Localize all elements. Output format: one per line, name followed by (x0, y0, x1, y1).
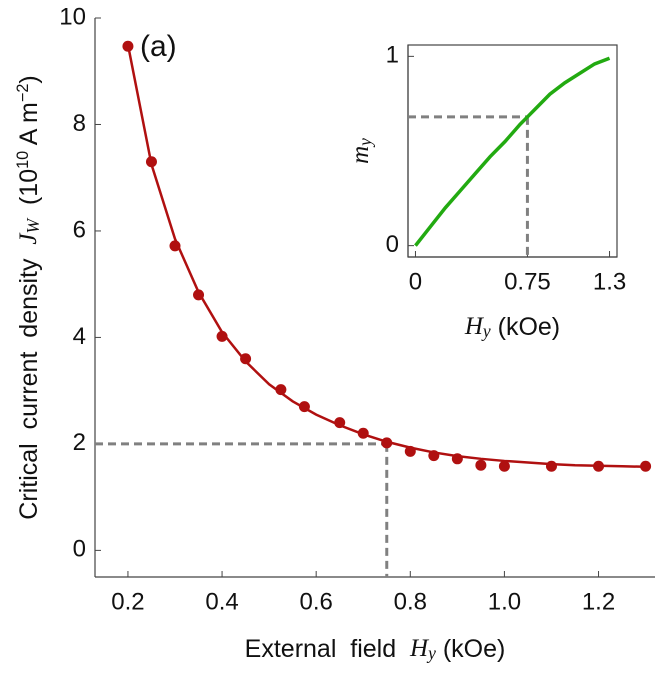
data-point (428, 450, 440, 462)
reference-line (408, 115, 529, 257)
data-point (122, 40, 134, 52)
inset-background (408, 45, 617, 257)
x-tick-label: 0.8 (394, 589, 427, 616)
label-part: H (409, 635, 430, 662)
y-tick-label: 10 (59, 3, 86, 30)
label-part: W (23, 217, 43, 233)
reference-line (95, 442, 389, 577)
x-axis-label: External field Hy (kOe) (245, 635, 506, 664)
y-axis-label: Critical current density JW (1010 A m−2) (14, 75, 44, 519)
curve (414, 56, 611, 247)
data-point (240, 353, 252, 365)
data-point (145, 156, 157, 168)
label-part: J (15, 232, 42, 245)
y-tick-label: 2 (73, 429, 86, 456)
data-point (216, 330, 228, 342)
y-tick-label: 0 (386, 231, 399, 258)
label-part: y (355, 138, 375, 148)
data-point (298, 401, 310, 413)
label-part: y (481, 321, 491, 341)
x-tick-label: 0.4 (205, 589, 238, 616)
data-point (275, 384, 287, 396)
data-point (640, 460, 652, 472)
data-point (475, 459, 487, 471)
y-axis-label: my (347, 138, 376, 164)
data-point (334, 417, 346, 429)
label-part: −2 (14, 84, 32, 103)
label-part: A m (15, 102, 43, 151)
label-part: H (464, 313, 485, 340)
data-point (193, 289, 205, 301)
label-part: (kOe) (491, 313, 560, 341)
y-tick-label: 6 (73, 216, 86, 243)
data-point (593, 460, 605, 472)
y-tick-label: 4 (73, 323, 86, 350)
label-part: 10 (14, 151, 32, 169)
x-tick-label: 0.2 (111, 589, 144, 616)
label-part: ) (15, 75, 43, 83)
y-tick-label: 1 (386, 42, 399, 69)
x-tick-label: 0.75 (504, 269, 551, 296)
label-part: External field (245, 635, 410, 663)
data-point (169, 240, 181, 252)
data-point (404, 445, 416, 457)
x-axis-label: Hy (kOe) (464, 313, 560, 342)
x-tick-label: 0.6 (299, 589, 332, 616)
panel-label: (a) (140, 30, 177, 63)
x-tick-label: 1.3 (593, 269, 626, 296)
data-point (381, 437, 393, 449)
label-part: (kOe) (436, 635, 505, 663)
y-tick-label: 0 (73, 536, 86, 563)
label-part: y (426, 643, 436, 663)
y-tick-label: 8 (73, 110, 86, 137)
x-tick-label: 1.0 (488, 589, 521, 616)
label-part: Critical current density (15, 245, 43, 520)
data-point (498, 460, 510, 472)
label-part: (10 (15, 169, 43, 219)
data-point (357, 427, 369, 439)
data-point (545, 460, 557, 472)
x-tick-label: 0 (409, 269, 422, 296)
x-tick-label: 1.2 (582, 589, 615, 616)
data-point (451, 453, 463, 465)
label-part: m (347, 146, 374, 164)
